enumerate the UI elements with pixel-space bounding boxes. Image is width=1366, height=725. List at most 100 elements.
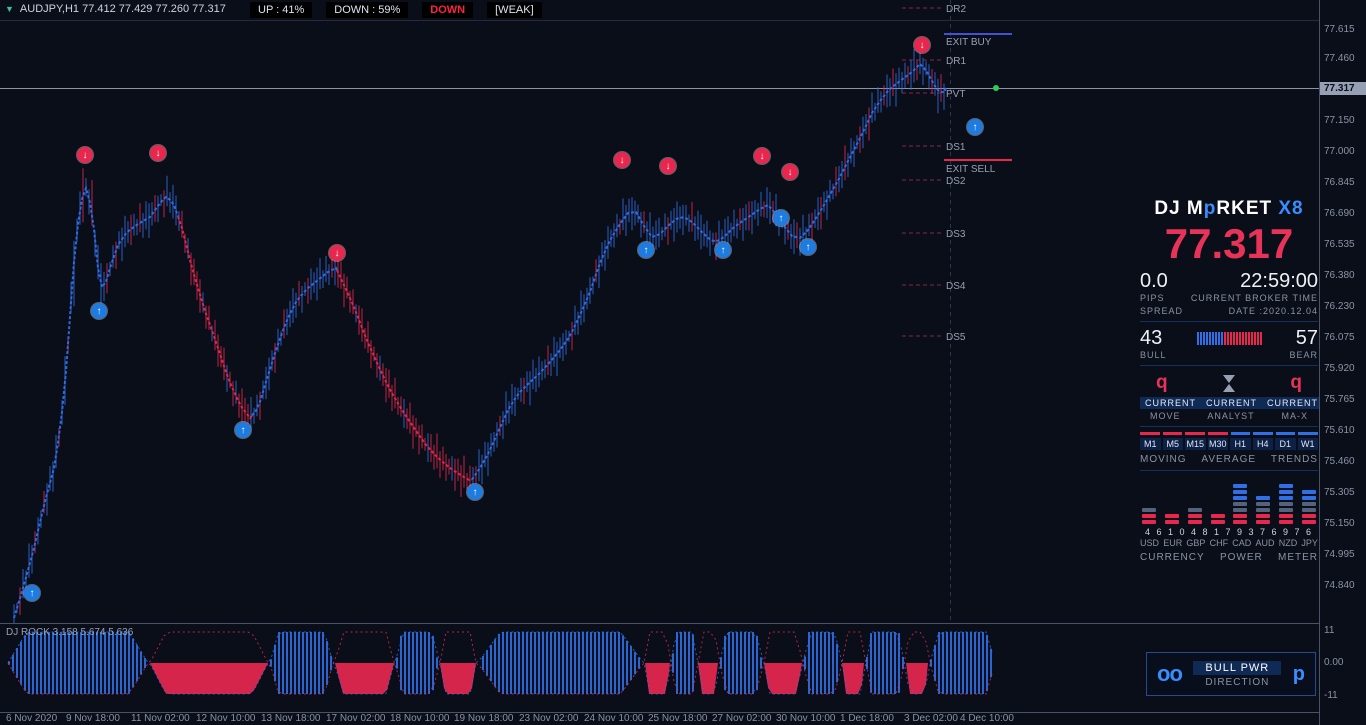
gauge-bar bbox=[1199, 332, 1202, 346]
gauge-bar bbox=[1259, 332, 1262, 346]
current-tick-dot bbox=[993, 85, 999, 91]
power-word: METER bbox=[1277, 552, 1318, 564]
time-label: 27 Nov 02:00 bbox=[712, 713, 772, 724]
bear-label: BEAR bbox=[1289, 350, 1318, 361]
price-tick: 77.150 bbox=[1324, 115, 1355, 126]
price-tick: 76.230 bbox=[1324, 301, 1355, 312]
price-chart[interactable]: DR2 EXIT BUY DR1 PVT DS1 EXIT SELL DS2 DS3 DS4 DS… bbox=[0, 0, 1319, 623]
tf-badges-row: M1 M5 M15 M30 H1 H4 D1 W1 bbox=[1140, 438, 1318, 451]
gauge-bar bbox=[1205, 332, 1208, 346]
tf-trend-dash bbox=[1253, 432, 1273, 436]
power-meter-column bbox=[1187, 508, 1202, 525]
gauge-bar bbox=[1244, 332, 1247, 346]
price-axis[interactable]: 77.317 77.615 77.460 77.150 77.000 76.845 76.… bbox=[1319, 0, 1366, 725]
trend-direction: DOWN bbox=[422, 2, 474, 18]
level-label: DS5 bbox=[946, 332, 966, 343]
analyst-label: ANALYST bbox=[1207, 411, 1255, 422]
time-label: 19 Nov 18:00 bbox=[454, 713, 514, 724]
time-label: 18 Nov 10:00 bbox=[390, 713, 450, 724]
trend-weak-label: [WEAK] bbox=[487, 2, 542, 18]
divider bbox=[1140, 365, 1318, 367]
candles bbox=[13, 42, 945, 623]
current-labels-row: CURRENT CURRENT CURRENT bbox=[1140, 397, 1319, 410]
power-word: CURRENCY bbox=[1140, 552, 1205, 564]
gauge-bar bbox=[1211, 332, 1214, 346]
time-label: 30 Nov 10:00 bbox=[776, 713, 836, 724]
indicator-tick: 0.00 bbox=[1324, 657, 1344, 668]
tf-badge: M5 bbox=[1162, 438, 1183, 451]
tf-trend-dash bbox=[1140, 432, 1160, 436]
direction-label: DIRECTION bbox=[1205, 676, 1270, 688]
price-tick: 74.840 bbox=[1324, 580, 1355, 591]
gauge-bar bbox=[1208, 332, 1211, 346]
current-max-label: CURRENT bbox=[1262, 397, 1319, 410]
currency-code: CHF bbox=[1209, 538, 1229, 549]
gauge-bar bbox=[1232, 332, 1235, 346]
tf-badge: D1 bbox=[1275, 438, 1296, 451]
tf-badge: W1 bbox=[1297, 438, 1318, 451]
price-tick: 76.535 bbox=[1324, 239, 1355, 250]
price-tick: 75.610 bbox=[1324, 425, 1355, 436]
gauge-bar bbox=[1241, 332, 1244, 346]
price-tick: 75.460 bbox=[1324, 456, 1355, 467]
tf-trend-dash bbox=[1185, 432, 1205, 436]
tf-trend-dashes bbox=[1140, 432, 1318, 436]
level-label: DS4 bbox=[946, 281, 966, 292]
osc-bull-bars bbox=[8, 632, 992, 694]
osc-lower-envelope bbox=[7, 631, 993, 695]
pane-separator[interactable] bbox=[0, 623, 1366, 624]
currency-power-equalizer bbox=[1140, 476, 1318, 525]
gauge-bar bbox=[1220, 332, 1223, 346]
p-logo: p bbox=[1292, 662, 1305, 685]
divider bbox=[1140, 426, 1318, 428]
direction-labels: BULL PWR DIRECTION bbox=[1193, 660, 1282, 688]
indicator-canvas[interactable] bbox=[0, 624, 1319, 712]
ma-word: AVERAGE bbox=[1201, 454, 1257, 466]
market-dashboard: DJ MpRKET X8 77.317 0.0 22:59:00 PIPS CU… bbox=[1140, 198, 1319, 564]
symbol-ohlc: AUDJPY,H1 77.412 77.429 77.260 77.317 bbox=[19, 3, 226, 15]
dashboard-title-part: RKET bbox=[1216, 198, 1273, 219]
broker-time-label: CURRENT BROKER TIME bbox=[1190, 293, 1318, 304]
level-label: DS2 bbox=[946, 176, 966, 187]
sub-labels-row: MOVE ANALYST MA-X bbox=[1140, 411, 1318, 421]
time-axis[interactable]: 6 Nov 2020 9 Nov 18:00 11 Nov 02:00 12 Nov … bbox=[0, 712, 1319, 725]
bear-value: 57 bbox=[1295, 327, 1318, 350]
gauge-bar bbox=[1229, 332, 1232, 346]
osc-bear-area bbox=[150, 663, 928, 694]
ma-line bbox=[13, 62, 947, 619]
currency-code: NZD bbox=[1278, 538, 1298, 549]
ma-word: TRENDS bbox=[1270, 454, 1318, 466]
oo-logo: oo bbox=[1157, 661, 1183, 686]
status-icons-row: q q bbox=[1140, 371, 1318, 395]
pane-separator[interactable] bbox=[0, 712, 1366, 713]
power-meter-column bbox=[1142, 508, 1156, 525]
chart-gridlines bbox=[0, 0, 1319, 623]
currency-code: USD bbox=[1140, 538, 1160, 549]
symbol-marker-icon: ▼ bbox=[5, 4, 14, 14]
ma-word: MOVING bbox=[1140, 454, 1187, 466]
divider bbox=[1140, 470, 1318, 472]
level-label: DS1 bbox=[946, 142, 966, 153]
up-percent: UP : 41% bbox=[250, 2, 313, 18]
osc-upper-envelope bbox=[7, 631, 993, 695]
time-label: 23 Nov 02:00 bbox=[519, 713, 579, 724]
level-label: DR1 bbox=[946, 56, 966, 67]
tf-badge: M30 bbox=[1207, 438, 1228, 451]
time-label: 9 Nov 18:00 bbox=[66, 713, 120, 724]
price-tick: 77.460 bbox=[1324, 53, 1355, 64]
price-tick: 77.000 bbox=[1324, 146, 1355, 157]
power-meter-column bbox=[1233, 484, 1248, 525]
time-label: 12 Nov 10:00 bbox=[196, 713, 256, 724]
gauge-bar bbox=[1196, 332, 1199, 346]
price-tick: 75.920 bbox=[1324, 363, 1355, 374]
gauge-bar bbox=[1256, 332, 1259, 346]
gauge-bar bbox=[1253, 332, 1256, 346]
price-tick: 75.150 bbox=[1324, 518, 1355, 529]
power-meter-column bbox=[1210, 514, 1225, 525]
trend-strength-bar: UP : 41% DOWN : 59% DOWN [WEAK] bbox=[250, 2, 542, 18]
time-label: 25 Nov 18:00 bbox=[648, 713, 708, 724]
gauge-bar bbox=[1202, 332, 1205, 346]
time-label: 13 Nov 18:00 bbox=[261, 713, 321, 724]
down-percent: DOWN : 59% bbox=[326, 2, 409, 18]
